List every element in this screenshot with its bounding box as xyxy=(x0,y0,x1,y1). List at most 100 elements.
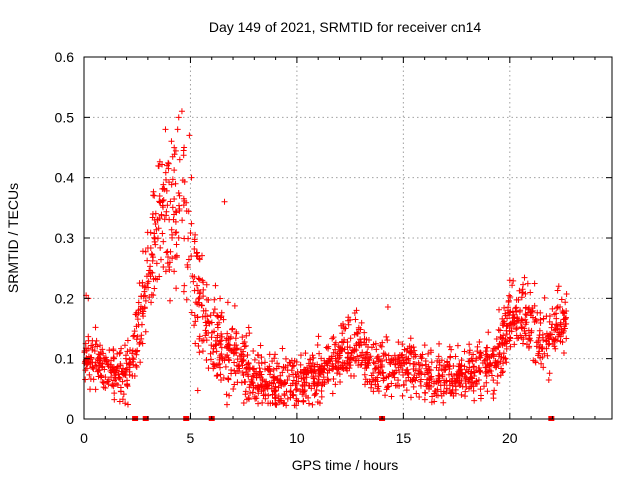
data-point xyxy=(185,208,192,215)
data-point xyxy=(303,379,310,386)
data-point xyxy=(399,392,406,399)
data-point xyxy=(466,347,473,354)
data-point xyxy=(311,392,318,399)
data-point xyxy=(249,365,256,372)
data-point xyxy=(124,377,131,384)
data-point xyxy=(188,309,195,316)
data-point xyxy=(383,356,390,363)
data-point xyxy=(300,374,307,381)
data-point xyxy=(502,336,509,343)
data-point xyxy=(468,368,475,375)
data-point xyxy=(289,363,296,370)
data-point xyxy=(91,347,98,354)
data-point xyxy=(394,358,401,365)
data-point xyxy=(503,359,510,366)
data-point xyxy=(297,352,304,359)
data-point xyxy=(519,286,526,293)
data-point xyxy=(489,348,496,355)
data-point xyxy=(180,288,187,295)
data-point xyxy=(261,359,268,366)
data-point xyxy=(499,342,506,349)
data-point xyxy=(196,276,203,283)
data-point xyxy=(541,294,548,301)
data-point xyxy=(478,352,485,359)
data-point xyxy=(458,391,465,398)
data-point xyxy=(95,367,102,374)
data-point xyxy=(417,382,424,389)
data-point xyxy=(105,361,112,368)
data-point xyxy=(151,285,158,292)
data-point xyxy=(87,360,94,367)
data-point xyxy=(202,332,209,339)
data-points xyxy=(81,108,570,409)
data-point xyxy=(256,369,263,376)
data-point xyxy=(540,315,547,322)
data-point xyxy=(192,299,199,306)
data-point xyxy=(155,225,162,232)
data-point xyxy=(199,337,206,344)
data-point xyxy=(330,349,337,356)
data-point xyxy=(504,315,511,322)
data-point xyxy=(362,351,369,358)
data-point xyxy=(532,358,539,365)
data-point xyxy=(370,370,377,377)
data-point xyxy=(400,382,407,389)
data-point xyxy=(410,344,417,351)
data-point xyxy=(173,229,180,236)
data-point xyxy=(440,362,447,369)
data-point xyxy=(120,391,127,398)
data-point xyxy=(139,310,146,317)
y-tick-label: 0.2 xyxy=(55,290,75,306)
data-point xyxy=(395,339,402,346)
data-point xyxy=(347,354,354,361)
data-point xyxy=(260,392,267,399)
data-point xyxy=(493,335,500,342)
data-point xyxy=(319,378,326,385)
data-point xyxy=(83,365,90,372)
data-point xyxy=(254,385,261,392)
data-point xyxy=(450,363,457,370)
data-point xyxy=(551,343,558,350)
data-point xyxy=(173,285,180,292)
data-point xyxy=(465,378,472,385)
data-point xyxy=(294,385,301,392)
data-point xyxy=(347,316,354,323)
data-point xyxy=(469,358,476,365)
data-point xyxy=(383,386,390,393)
data-point xyxy=(163,249,170,256)
data-point xyxy=(281,399,288,406)
data-point xyxy=(401,346,408,353)
data-point xyxy=(161,186,168,193)
data-point xyxy=(207,312,214,319)
data-point xyxy=(213,373,220,380)
data-point xyxy=(171,144,178,151)
data-point xyxy=(310,375,317,382)
data-point xyxy=(332,346,339,353)
data-point xyxy=(407,349,414,356)
data-point xyxy=(203,281,210,288)
data-point xyxy=(535,352,542,359)
data-point xyxy=(160,238,167,245)
data-point xyxy=(290,377,297,384)
data-point xyxy=(92,386,99,393)
data-point xyxy=(148,250,155,257)
data-point xyxy=(250,347,257,354)
data-point xyxy=(258,388,265,395)
data-point xyxy=(538,345,545,352)
data-point xyxy=(471,369,478,376)
data-point xyxy=(109,364,116,371)
data-point xyxy=(237,346,244,353)
data-point xyxy=(391,374,398,381)
data-point xyxy=(185,256,192,263)
data-point xyxy=(436,340,443,347)
data-point xyxy=(135,299,142,306)
data-point xyxy=(459,383,466,390)
data-point xyxy=(100,350,107,357)
data-point xyxy=(126,360,133,367)
data-point xyxy=(240,353,247,360)
data-point xyxy=(558,296,565,303)
data-point xyxy=(196,349,203,356)
data-point xyxy=(477,395,484,402)
data-point xyxy=(318,387,325,394)
data-point xyxy=(217,295,224,302)
